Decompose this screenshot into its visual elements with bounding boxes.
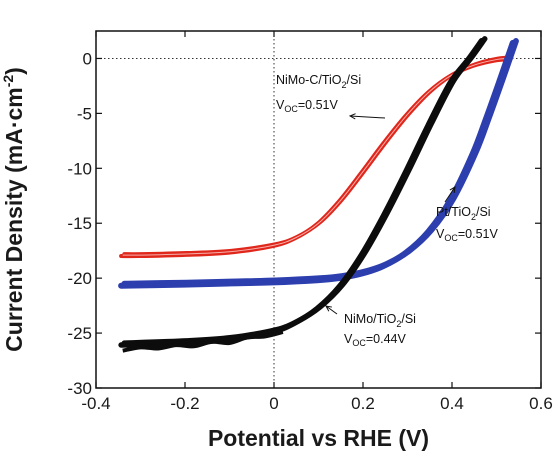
y-tick-label: -20	[67, 269, 92, 288]
annotation-arrowhead	[348, 113, 356, 120]
annotation-label: NiMo-C/TiO2/Si	[276, 73, 361, 90]
x-tick-label: -0.2	[170, 394, 199, 413]
annotation-1: Pt/TiO2/Si VOC=0.51V	[436, 186, 498, 243]
series-line-core	[122, 39, 484, 346]
annotation-2: NiMo/TiO2/Si VOC=0.44V	[325, 305, 416, 348]
annotation-arrow	[325, 305, 338, 315]
y-tick-label: -5	[77, 104, 92, 123]
x-tick-label: 0.6	[529, 394, 553, 413]
annotations-layer: NiMo-C/TiO2/Si VOC=0.51V Pt/TiO2/Si VOC=0.5…	[276, 73, 498, 348]
series-layer	[118, 36, 519, 353]
x-tick-label: 0.2	[351, 394, 375, 413]
y-tick-label: 0	[83, 49, 92, 68]
x-axis: -0.4 -0.2 0 0.2 0.4 0.6	[81, 31, 553, 413]
series-2-noise	[122, 330, 284, 353]
x-tick-label: 0	[269, 394, 278, 413]
series-line-noise	[122, 330, 284, 353]
annotation-arrow	[444, 186, 456, 203]
x-tick-label: -0.4	[81, 394, 110, 413]
x-tick-label: 0.4	[440, 394, 464, 413]
y-axis: 0 -5 -10 -15 -20 -25 -30	[67, 49, 541, 398]
series-line-core	[122, 41, 516, 286]
y-tick-label: -10	[67, 159, 92, 178]
y-tick-label: -15	[67, 214, 92, 233]
series-2	[118, 36, 488, 348]
annotation-arrowhead	[449, 186, 456, 194]
y-axis-title-main: Current Density (mA·cm	[1, 87, 27, 352]
plot-frame	[95, 30, 542, 389]
annotation-label: NiMo/TiO2/Si	[344, 312, 416, 329]
y-tick-label: -30	[67, 379, 92, 398]
annotation-voc: VOC=0.51V	[276, 98, 338, 114]
y-tick-label: -25	[67, 324, 92, 343]
annotation-voc: VOC=0.51V	[436, 227, 498, 243]
annotation-arrowhead	[325, 305, 332, 312]
x-axis-title: Potential vs RHE (V)	[208, 425, 429, 451]
y-axis-title-sup: -2	[0, 75, 16, 88]
y-axis-title-close: )	[1, 67, 27, 75]
series-1	[118, 38, 519, 289]
annotation-label: Pt/TiO2/Si	[436, 205, 491, 222]
annotation-voc: VOC=0.44V	[344, 332, 406, 348]
series-line	[122, 55, 514, 257]
annotation-arrow	[349, 115, 386, 119]
annotation-0: NiMo-C/TiO2/Si VOC=0.51V	[276, 73, 386, 120]
y-axis-title: Current Density (mA·cm-2)	[0, 67, 27, 352]
